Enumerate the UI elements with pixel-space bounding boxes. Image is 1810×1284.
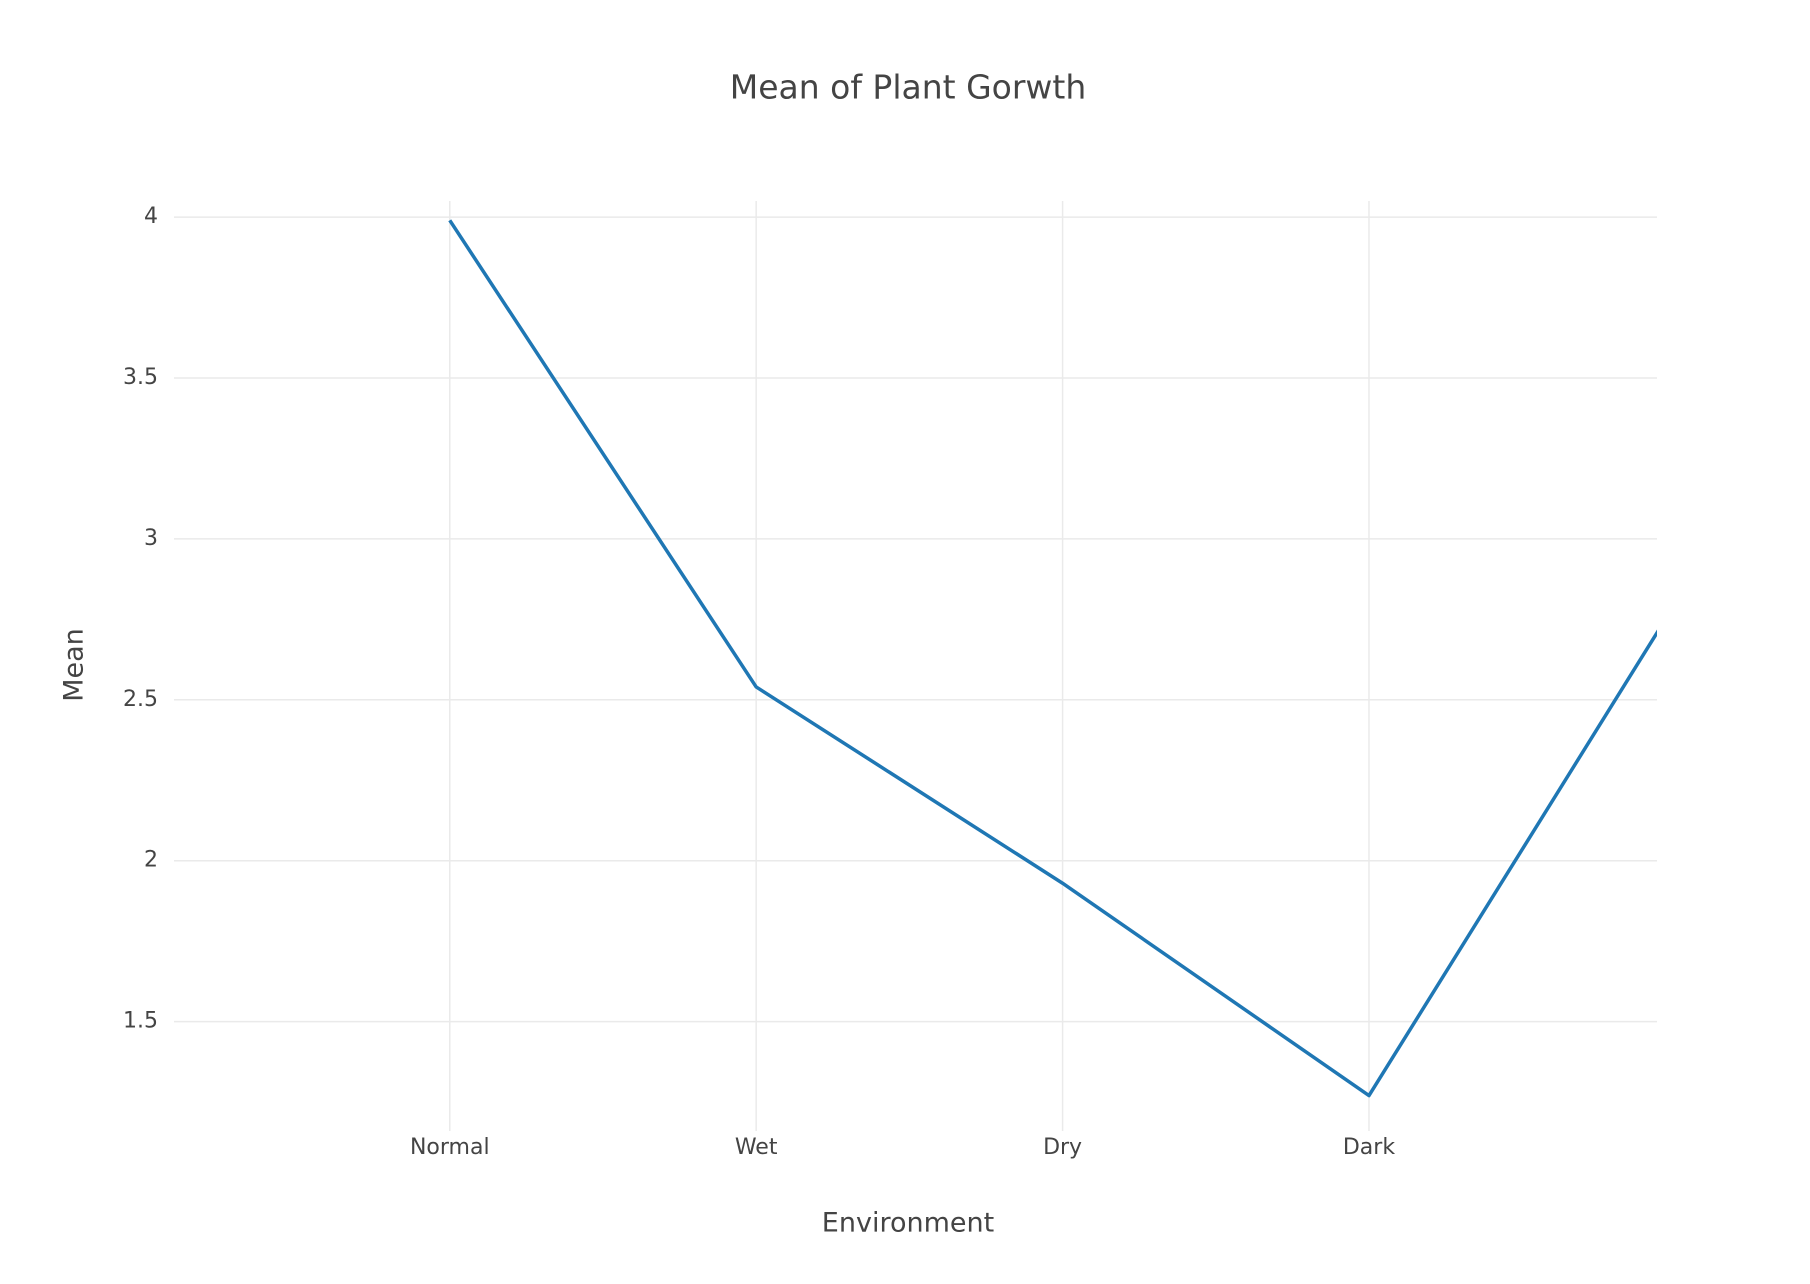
y-tick-label: 2 (144, 848, 158, 873)
x-tick-label: Normal (410, 1135, 490, 1160)
y-tick-label: 3 (144, 526, 158, 551)
y-tick-label: 1.5 (123, 1009, 158, 1034)
x-tick-label: Dark (1343, 1135, 1395, 1160)
x-tick-label: Wet (735, 1135, 778, 1160)
line (448, 219, 1657, 1098)
chart-title: Mean of Plant Gorwth (730, 68, 1087, 107)
x-axis-title: Environment (822, 1208, 994, 1239)
y-tick-label: 4 (144, 204, 158, 229)
x-tick-label: Dry (1043, 1135, 1082, 1160)
y-tick-label: 2.5 (123, 687, 158, 712)
y-tick-label: 3.5 (123, 365, 158, 390)
y-axis-title: Mean (59, 628, 90, 702)
